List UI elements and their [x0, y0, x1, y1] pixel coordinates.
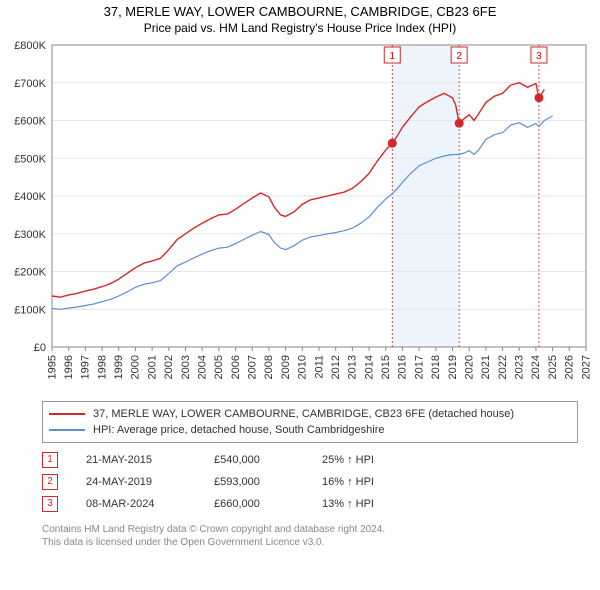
x-tick-label: 2020: [463, 355, 475, 379]
event-price: £540,000: [214, 449, 294, 471]
x-tick-label: 2000: [130, 355, 142, 379]
x-tick-label: 2027: [580, 355, 592, 379]
event-dot: [388, 139, 397, 148]
x-tick-label: 2018: [430, 355, 442, 379]
event-dot: [534, 93, 543, 102]
legend-item: 37, MERLE WAY, LOWER CAMBOURNE, CAMBRIDG…: [49, 406, 571, 422]
x-tick-label: 2017: [413, 355, 425, 379]
chart-container: 37, MERLE WAY, LOWER CAMBOURNE, CAMBRIDG…: [0, 0, 600, 590]
event-date: 08-MAR-2024: [86, 493, 186, 515]
x-tick-label: 2013: [347, 355, 359, 379]
y-tick-label: £200K: [14, 267, 46, 279]
x-tick-label: 2021: [480, 355, 492, 379]
x-tick-label: 2024: [530, 355, 542, 379]
x-tick-label: 2025: [547, 355, 559, 379]
y-tick-label: £700K: [14, 78, 46, 90]
event-pct: 25% ↑ HPI: [322, 449, 422, 471]
line-chart-svg: £0 £100K £200K £300K £400K £500K £600K £700K £80…: [0, 37, 600, 397]
x-tick-label: 2008: [263, 355, 275, 379]
x-tick-label: 2010: [297, 355, 309, 379]
x-tick-label: 2009: [280, 355, 292, 379]
event-dot: [455, 119, 464, 128]
footer-line1: Contains HM Land Registry data © Crown c…: [42, 523, 578, 536]
event-date: 21-MAY-2015: [86, 449, 186, 471]
events-table: 1 21-MAY-2015 £540,000 25% ↑ HPI 2 24-MAY-201…: [42, 449, 578, 515]
legend: 37, MERLE WAY, LOWER CAMBOURNE, CAMBRIDG…: [42, 401, 578, 443]
y-tick-label: £600K: [14, 116, 46, 128]
legend-swatch: [49, 429, 85, 431]
chart-area: £0 £100K £200K £300K £400K £500K £600K £700K £80…: [0, 37, 600, 397]
x-tick-label: 2019: [447, 355, 459, 379]
x-tick-label: 2007: [247, 355, 259, 379]
event-flag-num: 2: [456, 51, 462, 62]
title-block: 37, MERLE WAY, LOWER CAMBOURNE, CAMBRIDG…: [0, 0, 600, 37]
event-price: £660,000: [214, 493, 294, 515]
event-price: £593,000: [214, 471, 294, 493]
x-tick-label: 2002: [163, 355, 175, 379]
title-line2: Price paid vs. HM Land Registry's House …: [0, 21, 600, 35]
y-tick-label: £500K: [14, 153, 46, 165]
event-flag-num: 1: [389, 51, 395, 62]
x-tick-label: 2006: [230, 355, 242, 379]
y-tick-label: £300K: [14, 229, 46, 241]
x-tick-label: 2016: [397, 355, 409, 379]
x-tick-label: 2011: [313, 355, 325, 379]
y-tick-label: £800K: [14, 40, 46, 52]
y-tick-label: £0: [34, 342, 46, 354]
x-tick-label: 1995: [46, 355, 58, 379]
legend-label: HPI: Average price, detached house, Sout…: [93, 422, 384, 438]
event-pct: 13% ↑ HPI: [322, 493, 422, 515]
event-badge: 3: [42, 496, 58, 512]
y-tick-label: £400K: [14, 191, 46, 203]
title-line1: 37, MERLE WAY, LOWER CAMBOURNE, CAMBRIDG…: [0, 4, 600, 19]
x-tick-label: 2005: [213, 355, 225, 379]
event-badge: 1: [42, 452, 58, 468]
event-badge: 2: [42, 474, 58, 490]
x-tick-label: 2001: [146, 355, 158, 379]
x-tick-label: 2014: [363, 355, 375, 379]
x-tick-label: 2023: [514, 355, 526, 379]
x-tick-label: 2026: [564, 355, 576, 379]
footer-note: Contains HM Land Registry data © Crown c…: [42, 523, 578, 549]
x-tick-label: 2012: [330, 355, 342, 379]
event-pct: 16% ↑ HPI: [322, 471, 422, 493]
event-row: 3 08-MAR-2024 £660,000 13% ↑ HPI: [42, 493, 578, 515]
y-tick-label: £100K: [14, 304, 46, 316]
x-tick-label: 1996: [63, 355, 75, 379]
legend-label: 37, MERLE WAY, LOWER CAMBOURNE, CAMBRIDG…: [93, 406, 514, 422]
x-tick-label: 1998: [96, 355, 108, 379]
event-flag-num: 3: [536, 51, 542, 62]
x-tick-label: 1997: [80, 355, 92, 379]
legend-item: HPI: Average price, detached house, Sout…: [49, 422, 571, 438]
footer-line2: This data is licensed under the Open Gov…: [42, 536, 578, 549]
legend-swatch: [49, 413, 85, 415]
x-tick-label: 2022: [497, 355, 509, 379]
event-row: 2 24-MAY-2019 £593,000 16% ↑ HPI: [42, 471, 578, 493]
x-tick-label: 1999: [113, 355, 125, 379]
event-row: 1 21-MAY-2015 £540,000 25% ↑ HPI: [42, 449, 578, 471]
x-tick-label: 2003: [180, 355, 192, 379]
x-tick-label: 2004: [196, 355, 208, 379]
event-date: 24-MAY-2019: [86, 471, 186, 493]
x-tick-label: 2015: [380, 355, 392, 379]
